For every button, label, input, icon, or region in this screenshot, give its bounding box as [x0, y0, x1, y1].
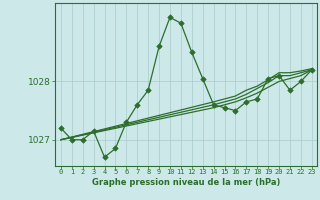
X-axis label: Graphe pression niveau de la mer (hPa): Graphe pression niveau de la mer (hPa): [92, 178, 281, 187]
